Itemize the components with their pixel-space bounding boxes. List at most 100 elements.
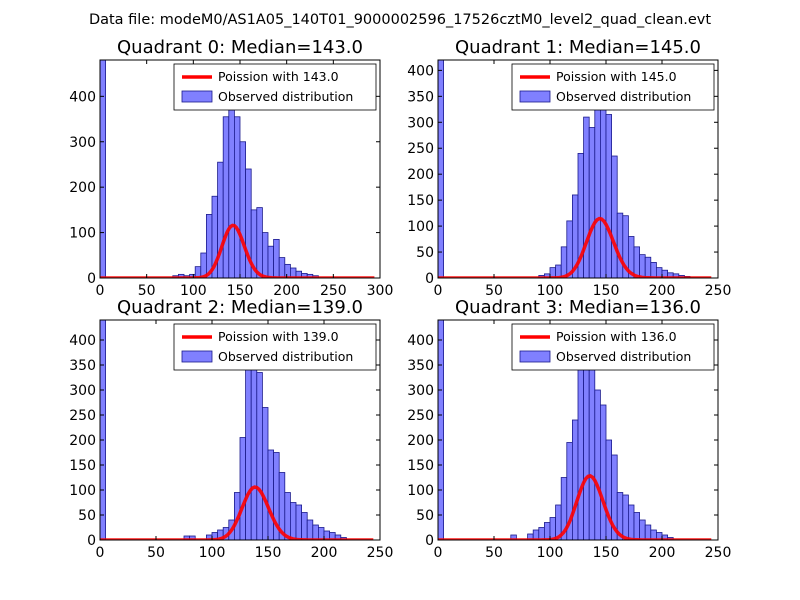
quadrant-2-bar-14 xyxy=(267,449,274,540)
quadrant-1-xtick-label: 250 xyxy=(705,283,732,299)
quadrant-2-bar-13 xyxy=(261,407,269,540)
legend-observed-label: Observed distribution xyxy=(556,349,691,364)
quadrant-2-ytick-label: 200 xyxy=(69,433,96,449)
quadrant-2-ytick-label: 400 xyxy=(69,333,96,349)
quadrant-0-xtick-label: 300 xyxy=(367,283,394,299)
quadrant-2-bar-18 xyxy=(289,502,297,540)
quadrant-2-ytick-label: 100 xyxy=(69,483,96,499)
quadrant-3-ytick-label: 0 xyxy=(425,533,434,549)
quadrant-2-ytick-label: 250 xyxy=(69,408,96,424)
quadrant-0-bar-0 xyxy=(100,60,106,278)
legend-observed-label: Observed distribution xyxy=(556,89,691,104)
quadrant-3-bar-21 xyxy=(633,512,640,540)
quadrant-1-bar-13 xyxy=(605,114,612,278)
quadrant-3-bar-14 xyxy=(594,389,601,540)
quadrant-3-bar-23 xyxy=(644,524,652,540)
quadrant-0-bar-18 xyxy=(267,245,274,278)
quadrant-3-poisson-line xyxy=(438,474,712,540)
quadrant-1-bar-19 xyxy=(639,254,646,278)
quadrant-3-bar-19 xyxy=(622,494,629,540)
quadrant-2-ytick-label: 350 xyxy=(69,358,96,374)
quadrant-2-chart: 0 50 100 150 200 250 0 50 100 150 200 250 300 350 400 Q… xyxy=(69,297,393,561)
legend-observed-swatch xyxy=(181,350,213,363)
quadrant-1-xtick-label: 200 xyxy=(649,283,676,299)
quadrant-3-xtick-label: 250 xyxy=(705,545,732,561)
quadrant-2-bar-19 xyxy=(295,504,302,540)
quadrant-2-xtick-label: 50 xyxy=(147,545,165,561)
quadrant-1-bar-9 xyxy=(583,116,590,278)
quadrant-2-ytick-label: 0 xyxy=(87,533,96,549)
quadrant-1-bar-0 xyxy=(438,60,444,278)
quadrant-2-legend: Poission with 139.0 Observed distribution xyxy=(173,323,377,371)
quadrant-2-bar-9 xyxy=(239,437,246,540)
quadrant-2-axes-frame xyxy=(99,319,381,541)
quadrant-3-bar-13 xyxy=(588,344,596,540)
quadrant-1-bar-10 xyxy=(588,127,596,278)
quadrant-1-bar-15 xyxy=(616,212,624,278)
legend-poisson-label: Poission with 143.0 xyxy=(218,69,339,84)
quadrant-1-ytick-label: 150 xyxy=(407,193,434,209)
quadrant-3-ytick-label: 250 xyxy=(407,408,434,424)
quadrant-1-ytick-label: 200 xyxy=(407,167,434,183)
quadrant-3-bar-15 xyxy=(600,404,607,540)
quadrant-3-bar-4 xyxy=(538,527,545,540)
quadrant-0-bar-21 xyxy=(284,263,291,278)
quadrant-0-ytick-label: 0 xyxy=(87,271,96,287)
quadrant-0-xtick-label: 250 xyxy=(320,283,347,299)
quadrant-0-bar-12 xyxy=(233,116,241,278)
quadrant-3-bar-20 xyxy=(628,504,635,540)
legend-observed-swatch xyxy=(519,90,551,103)
quadrant-3-ytick-label: 100 xyxy=(407,483,434,499)
quadrant-2-bar-12 xyxy=(256,372,263,540)
quadrant-0-poisson-line xyxy=(100,223,375,278)
legend-observed-swatch xyxy=(181,90,213,103)
quadrant-0-xtick-label: 200 xyxy=(273,283,300,299)
figure-suptitle: Data file: modeM0/AS1A05_140T01_90000025… xyxy=(89,12,711,28)
quadrant-0-bar-17 xyxy=(261,232,269,278)
quadrant-1-xtick-label: 0 xyxy=(434,283,443,299)
quadrant-3-chart: 0 50 100 150 200 250 0 50 100 150 200 250 300 350 400 Q… xyxy=(407,297,731,561)
quadrant-1-bar-6 xyxy=(566,220,573,278)
quadrant-2-ytick-label: 300 xyxy=(69,383,96,399)
quadrant-0-chart: 0 50 100 150 200 250 300 0 100 200 300 400 Quadrant … xyxy=(69,37,393,299)
quadrant-1-ytick-label: 300 xyxy=(407,115,434,131)
quadrant-1-bar-5 xyxy=(560,246,568,278)
quadrant-2-bar-10 xyxy=(245,362,252,540)
quadrant-3-bar-11 xyxy=(577,352,584,540)
quadrant-0-bar-20 xyxy=(278,257,286,278)
quadrant-3-ytick-label: 350 xyxy=(407,358,434,374)
quadrant-0-title: Quadrant 0: Median=143.0 xyxy=(117,37,363,58)
quadrant-3-ytick-label: 50 xyxy=(416,508,434,524)
quadrant-1-bar-14 xyxy=(611,155,618,278)
quadrant-0-ytick-label: 300 xyxy=(69,135,96,151)
quadrant-3-xtick-label: 0 xyxy=(434,545,443,561)
legend-poisson-label: Poission with 136.0 xyxy=(556,329,677,344)
quadrant-1-title: Quadrant 1: Median=145.0 xyxy=(455,37,701,58)
legend-observed-label: Observed distribution xyxy=(218,349,353,364)
quadrant-0-xtick-label: 100 xyxy=(180,283,207,299)
quadrant-0-xtick-label: 50 xyxy=(138,283,156,299)
quadrant-0-bar-19 xyxy=(273,238,280,278)
quadrant-3-bar-12 xyxy=(583,342,590,540)
quadrant-3-bar-5 xyxy=(544,522,551,540)
quadrant-1-bar-12 xyxy=(600,101,607,278)
quadrant-2-ytick-label: 50 xyxy=(78,508,96,524)
quadrant-1-legend: Poission with 145.0 Observed distribution xyxy=(511,63,715,111)
quadrant-0-ytick-label: 400 xyxy=(69,89,96,105)
quadrant-1-xtick-label: 50 xyxy=(485,283,503,299)
quadrant-3-bar-6 xyxy=(549,517,556,540)
quadrant-3-title: Quadrant 3: Median=136.0 xyxy=(455,297,701,318)
quadrant-2-bar-2 xyxy=(189,535,196,540)
quadrant-1-axes-frame xyxy=(437,59,719,279)
quadrant-1-ytick-label: 0 xyxy=(425,271,434,287)
quadrant-1-bar-18 xyxy=(633,246,640,278)
quadrant-3-ytick-label: 150 xyxy=(407,458,434,474)
quadrant-1-bar-11 xyxy=(594,93,601,278)
quadrant-2-ytick-label: 150 xyxy=(69,458,96,474)
quadrant-2-xtick-label: 0 xyxy=(96,545,105,561)
quadrant-3-legend: Poission with 136.0 Observed distribution xyxy=(511,323,715,371)
quadrant-1-chart: 0 50 100 150 200 250 0 50 100 150 200 250 300 350 400 Q… xyxy=(407,37,731,299)
quadrant-2-title: Quadrant 2: Median=139.0 xyxy=(117,297,363,318)
quadrant-1-xtick-label: 100 xyxy=(537,283,564,299)
quadrant-2-poisson-line xyxy=(100,485,374,540)
